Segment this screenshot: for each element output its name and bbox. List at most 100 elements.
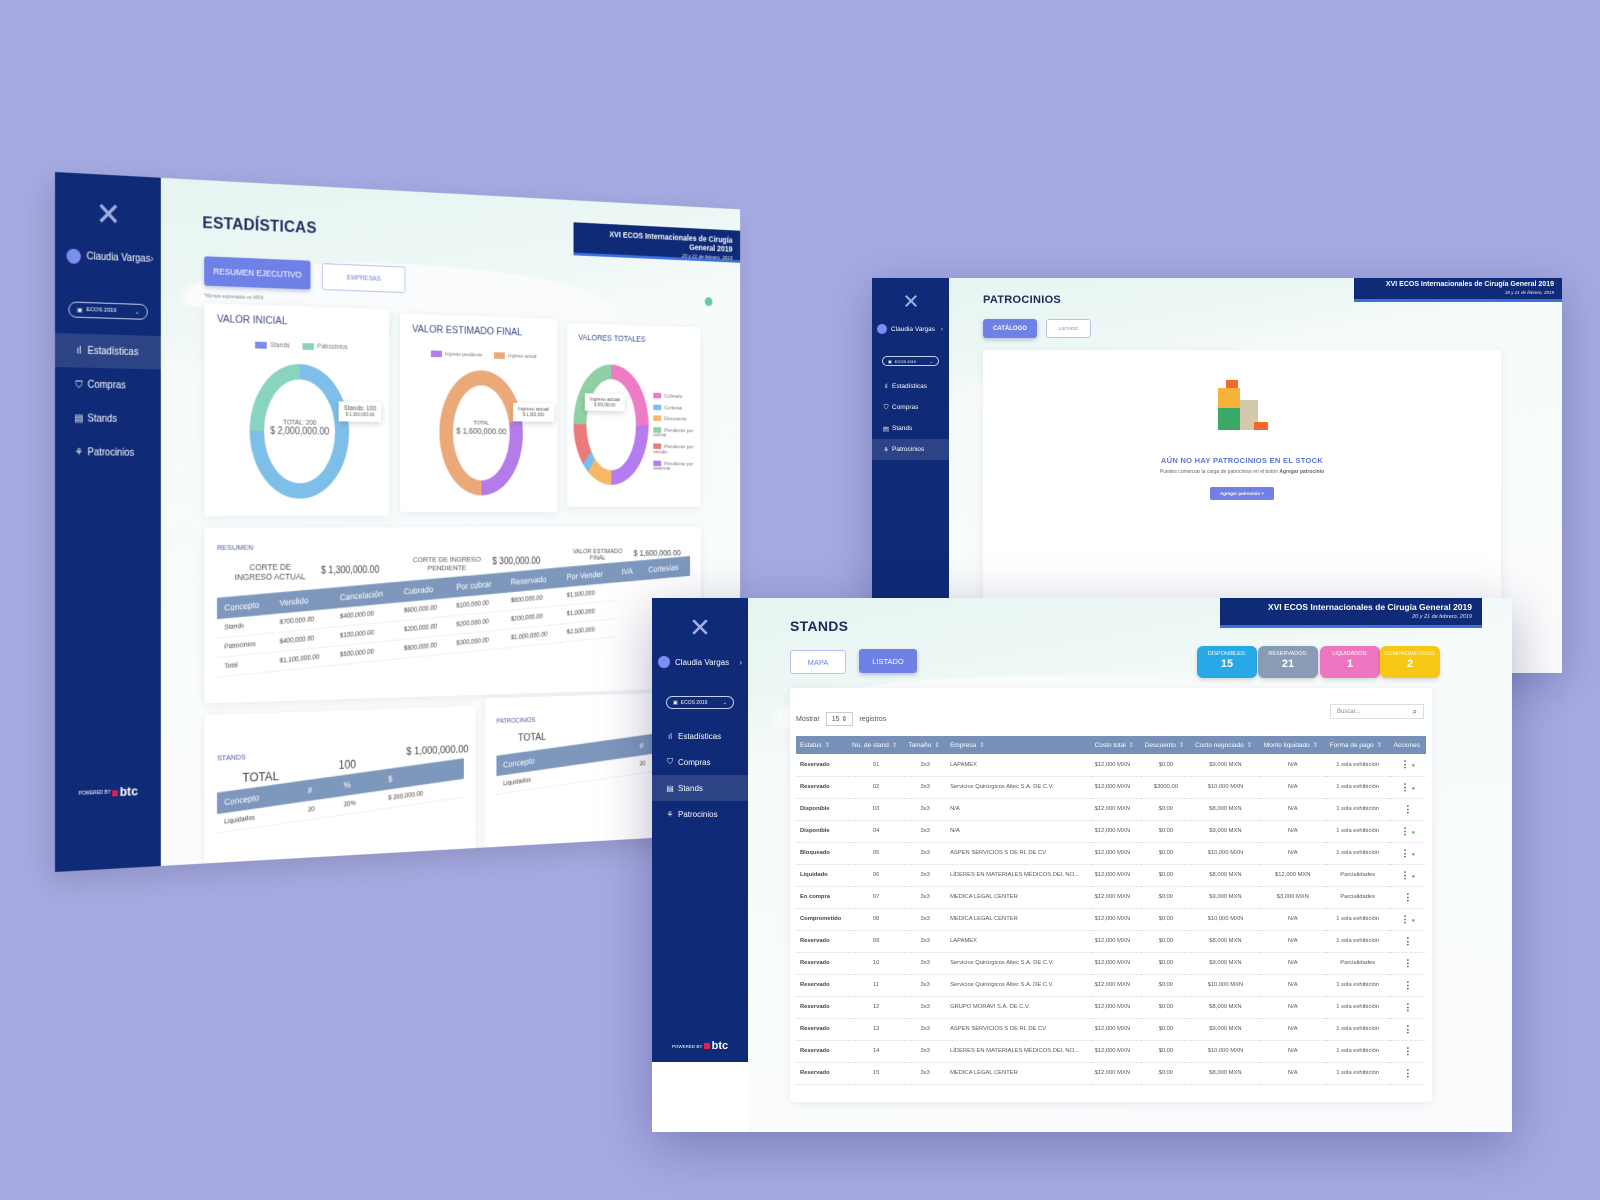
chevron-right-icon: ›: [739, 657, 742, 667]
column-header[interactable]: Descuento ⇕: [1140, 736, 1191, 754]
nav-compras[interactable]: ⛉ Compras: [652, 749, 748, 775]
column-header[interactable]: Monto liquidado ⇕: [1259, 736, 1326, 754]
row-actions: ⋮: [1389, 886, 1426, 909]
avatar-icon: [658, 656, 670, 668]
table-cell: 12: [847, 996, 905, 1019]
sort-icon[interactable]: ⇕: [1312, 742, 1319, 749]
kebab-menu-icon[interactable]: ⋮: [1403, 935, 1413, 946]
table-cell: 01: [847, 754, 905, 777]
column-header[interactable]: Forma de pago ⇕: [1325, 736, 1390, 754]
table-cell: $10,000 MXN: [1190, 908, 1260, 931]
kebab-menu-icon[interactable]: ⋮: [1403, 979, 1413, 990]
download-icon[interactable]: [704, 297, 713, 307]
kebab-menu-icon[interactable]: ⋮: [1400, 781, 1410, 792]
column-header[interactable]: Empresa ⇕: [946, 736, 1091, 754]
page-size-select[interactable]: 15 ⇕: [825, 712, 854, 726]
event-banner: XVI ECOS Internacionales de Cirugía Gene…: [1220, 598, 1482, 628]
nav-patrocinios[interactable]: ⚘ Patrocinios: [872, 439, 949, 460]
column-header[interactable]: Acciones: [1389, 736, 1426, 754]
sort-icon[interactable]: ⇕: [934, 742, 940, 749]
column-header[interactable]: Tamaño ⇕: [904, 736, 947, 754]
kebab-menu-icon[interactable]: ⋮: [1400, 913, 1410, 924]
table-cell: 1 sola exhibición: [1325, 1040, 1390, 1063]
user-menu[interactable]: Claudia Vargas ›: [877, 324, 949, 334]
kebab-menu-icon[interactable]: ⋮: [1403, 891, 1413, 902]
kebab-menu-icon[interactable]: ⋮: [1400, 825, 1410, 836]
table-cell: 3x3: [904, 908, 947, 931]
valores-totales-donut[interactable]: [573, 363, 649, 486]
table-cell: Reservado: [796, 952, 848, 975]
table-row: Comprometido 08 3x3 MEDICA LEGAL CENTER $12,…: [796, 908, 1426, 931]
column-header[interactable]: Costo negociado ⇕: [1190, 736, 1260, 754]
sort-icon[interactable]: ⇕: [1128, 742, 1135, 749]
counter-disponibles[interactable]: Disponibles: 15: [1197, 646, 1257, 678]
table-cell: 10: [847, 952, 905, 975]
sponsor-icon: ⚘: [883, 446, 889, 454]
event-select[interactable]: ▣ ECOS 2019 ⌄: [666, 696, 734, 709]
chart-legend: Cobrado Cortesía Descuento Pendiente por…: [653, 392, 694, 473]
kebab-menu-icon[interactable]: ⋮: [1400, 869, 1410, 880]
search-input[interactable]: Buscar... ⌕: [1330, 704, 1424, 719]
shopping-bag-icon: ⛉: [883, 403, 889, 411]
kebab-menu-icon[interactable]: ⋮: [1403, 1001, 1413, 1012]
table-cell: $8,000 MXN: [1190, 996, 1260, 1019]
event-select[interactable]: ▣ ECOS 2019 ⌄: [882, 356, 939, 366]
tab-mapa[interactable]: MAPA: [790, 650, 846, 674]
user-menu[interactable]: Claudia Vargas ›: [66, 248, 161, 267]
nav-stands[interactable]: ▤ Stands: [652, 775, 748, 801]
kebab-menu-icon[interactable]: ⋮: [1400, 847, 1410, 858]
sort-icon[interactable]: ⇕: [1178, 742, 1185, 749]
app-logo-icon: [872, 294, 949, 308]
tab-listado[interactable]: LISTADO: [1046, 319, 1091, 338]
table-cell: $10,000 MXN: [1190, 1040, 1260, 1063]
sort-icon[interactable]: ⇕: [824, 742, 831, 749]
sort-icon[interactable]: ⇕: [979, 742, 985, 749]
nav-patrocinios[interactable]: ⚘ Patrocinios: [652, 801, 748, 827]
stand-icon: ▤: [666, 783, 674, 793]
stand-icon: ▤: [74, 412, 84, 424]
tab-resumen-ejecutivo[interactable]: RESUMEN EJECUTIVO: [204, 256, 311, 290]
add-sponsor-button[interactable]: Agregar patrocinio +: [1209, 487, 1275, 500]
tab-empresas[interactable]: EMPRESAS: [321, 263, 406, 294]
counter-reservados[interactable]: Reservados: 21: [1258, 646, 1318, 678]
chevron-down-icon: ⌄: [722, 699, 727, 706]
nav-compras[interactable]: ⛉ Compras: [872, 397, 949, 418]
counter-comprometidos[interactable]: Comprometidos: 2: [1380, 646, 1440, 678]
kebab-menu-icon[interactable]: ⋮: [1403, 1067, 1413, 1078]
kebab-menu-icon[interactable]: ⋮: [1403, 803, 1413, 814]
table-cell: $12,000 MXN: [1090, 798, 1141, 821]
row-actions: ⋮ ●: [1389, 754, 1426, 777]
sort-icon[interactable]: ⇕: [1246, 742, 1253, 749]
column-header[interactable]: Estatus ⇕: [796, 736, 848, 754]
sort-icon[interactable]: ⇕: [891, 742, 898, 749]
counter-liquidados[interactable]: Liquidados: 1: [1320, 646, 1380, 678]
table-cell: $12,000 MXN: [1090, 974, 1141, 997]
table-cell: Reservado: [796, 996, 848, 1019]
table-cell: ASPEN SERVICIOS S DE RL DE CV: [946, 842, 1091, 865]
tab-listado[interactable]: LISTADO: [859, 649, 917, 673]
row-actions: ⋮ ●: [1389, 908, 1426, 931]
nav-estadisticas[interactable]: ıl Estadísticas: [652, 723, 748, 749]
table-cell: $12,000 MXN: [1090, 930, 1141, 953]
sort-icon[interactable]: ⇕: [1376, 742, 1383, 749]
nav-estadisticas[interactable]: ıl Estadísticas: [55, 333, 161, 370]
kebab-menu-icon[interactable]: ⋮: [1403, 1045, 1413, 1056]
tab-catalogo[interactable]: CATÁLOGO: [983, 319, 1037, 338]
status-dot-icon: ●: [1411, 851, 1416, 858]
kebab-menu-icon[interactable]: ⋮: [1403, 957, 1413, 968]
nav-stands[interactable]: ▤ Stands: [55, 401, 161, 436]
nav-patrocinios[interactable]: ⚘ Patrocinios: [55, 435, 161, 470]
nav-compras[interactable]: ⛉ Compras: [55, 367, 161, 403]
column-header[interactable]: No. de stand ⇕: [847, 736, 905, 754]
column-header[interactable]: Costo total ⇕: [1090, 736, 1141, 754]
event-select[interactable]: ▣ ECOS 2019 ⌄: [68, 301, 148, 320]
nav-stands[interactable]: ▤ Stands: [872, 418, 949, 439]
column-header: Cortesías: [642, 556, 691, 581]
table-cell: 05: [847, 842, 905, 865]
kebab-menu-icon[interactable]: ⋮: [1403, 1023, 1413, 1034]
nav-estadisticas[interactable]: ıl Estadísticas: [872, 376, 949, 397]
user-menu[interactable]: Claudia Vargas ›: [658, 656, 748, 668]
table-cell: N/A: [1259, 952, 1326, 975]
table-cell: Disponible: [796, 820, 848, 843]
kebab-menu-icon[interactable]: ⋮: [1400, 759, 1410, 770]
